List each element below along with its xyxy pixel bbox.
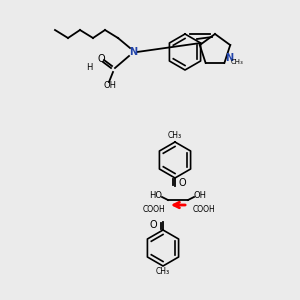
Text: N: N <box>225 53 233 63</box>
Text: OH: OH <box>194 190 206 200</box>
Text: COOH: COOH <box>142 206 165 214</box>
Text: O: O <box>178 178 186 188</box>
Text: CH₃: CH₃ <box>230 59 243 65</box>
Text: HO: HO <box>149 190 163 200</box>
Text: CH₃: CH₃ <box>156 268 170 277</box>
Text: OH: OH <box>103 82 116 91</box>
Text: O: O <box>97 54 105 64</box>
Text: H: H <box>86 62 92 71</box>
Text: N: N <box>129 47 137 57</box>
Text: CH₃: CH₃ <box>168 131 182 140</box>
Text: O: O <box>149 220 157 230</box>
Text: COOH: COOH <box>193 206 215 214</box>
